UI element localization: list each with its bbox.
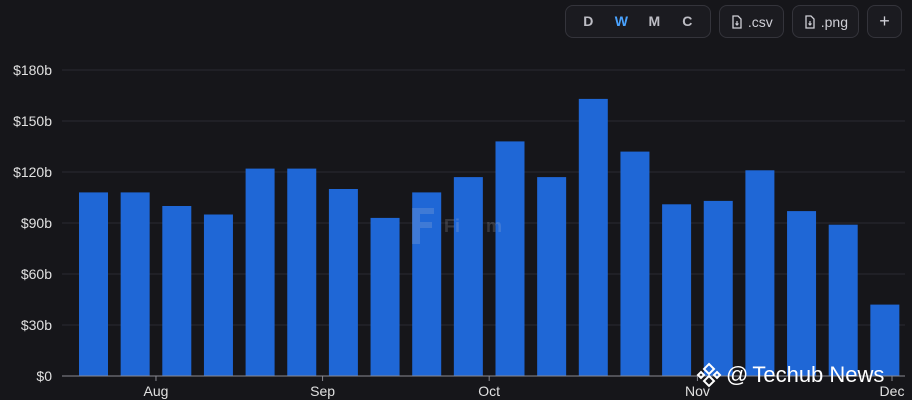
interval-button-m[interactable]: M — [648, 13, 661, 29]
y-tick-label: $30b — [21, 317, 52, 333]
bar[interactable] — [578, 98, 608, 377]
interval-button-d[interactable]: D — [583, 13, 594, 29]
bar[interactable] — [495, 141, 525, 376]
bar[interactable] — [245, 168, 275, 376]
y-tick-label: $90b — [21, 215, 52, 231]
watermark-logo-icon — [412, 208, 434, 244]
y-tick-label: $60b — [21, 266, 52, 282]
techub-news-label: Techub News — [752, 362, 885, 387]
bar[interactable] — [370, 217, 400, 376]
bar[interactable] — [745, 170, 775, 376]
csv-label: .csv — [747, 13, 773, 30]
background-watermark-logo: Fi m — [408, 204, 502, 248]
png-label: .png — [820, 13, 848, 30]
bar[interactable] — [703, 200, 733, 376]
add-button[interactable]: + — [867, 5, 902, 38]
bar[interactable] — [328, 189, 358, 376]
bar[interactable] — [203, 214, 233, 377]
y-tick-label: $120b — [13, 164, 52, 180]
techub-news-watermark: @ Techub News — [696, 362, 884, 388]
at-sign: @ — [726, 362, 749, 387]
file-image-icon — [805, 14, 815, 29]
bar[interactable] — [120, 192, 150, 376]
x-tick-label: Nov — [685, 383, 710, 399]
file-download-icon — [732, 14, 742, 29]
download-png-button[interactable]: .png — [791, 5, 859, 38]
bar[interactable] — [537, 177, 567, 376]
bar[interactable] — [412, 192, 442, 376]
watermark-logo-text: Fi — [444, 215, 460, 236]
x-tick-label: Dec — [880, 383, 905, 399]
x-tick-label: Aug — [144, 383, 169, 399]
download-csv-button[interactable]: .csv — [718, 5, 784, 38]
bar[interactable] — [620, 151, 650, 376]
chart-toolbar: D W M C .csv .png + — [564, 5, 902, 38]
bar[interactable] — [79, 192, 108, 376]
y-tick-label: $150b — [13, 113, 52, 129]
y-tick-label: $180b — [13, 62, 52, 78]
bar[interactable] — [662, 204, 692, 376]
interval-button-w[interactable]: W — [614, 13, 628, 29]
bar[interactable] — [162, 206, 192, 376]
bar[interactable] — [828, 224, 858, 376]
y-tick-label: $0 — [36, 368, 52, 384]
bar[interactable] — [453, 177, 483, 376]
bar[interactable] — [870, 304, 900, 376]
watermark-logo-text-2: m — [486, 215, 503, 236]
x-tick-label: Oct — [478, 383, 500, 399]
x-tick-label: Sep — [310, 383, 335, 399]
bar[interactable] — [287, 168, 317, 376]
plus-icon: + — [879, 11, 890, 31]
bar[interactable] — [787, 211, 817, 376]
binance-diamond-icon — [696, 362, 722, 388]
interval-button-c[interactable]: C — [682, 13, 693, 29]
